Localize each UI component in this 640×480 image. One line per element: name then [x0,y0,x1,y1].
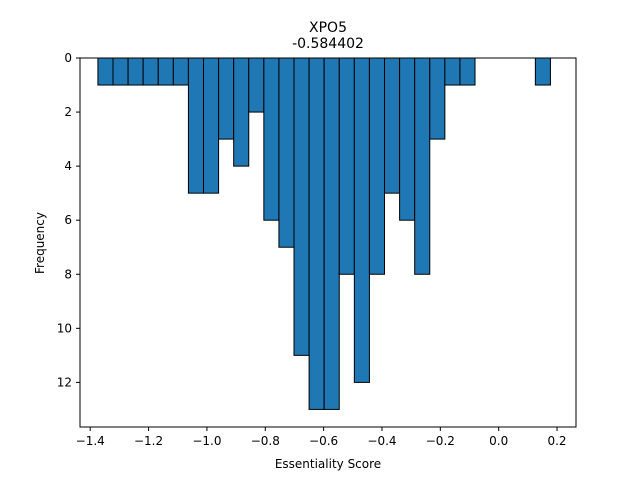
x-tick-label: 0.0 [489,434,508,448]
histogram-bar [218,57,235,140]
histogram-bar [142,57,159,86]
histogram-bar [429,57,446,140]
x-tick-label: −0.6 [309,434,338,448]
histogram-bar [399,57,416,221]
histogram-bar [384,57,401,194]
x-axis-ticks: −1.4 −1.2 −1.0 −0.8 −0.6 −0.4 −0.2 0.0 0.2 [76,427,567,448]
histogram-bar [233,57,250,167]
x-tick-label: −0.2 [426,434,455,448]
histogram-bar [112,57,129,86]
histogram-bar [293,57,310,356]
x-tick-label: −1.2 [134,434,163,448]
x-tick-label: −1.0 [192,434,221,448]
y-tick-label: 8 [64,267,72,281]
x-axis-label: Essentiality Score [275,457,381,471]
x-tick-label: −0.4 [367,434,396,448]
y-tick-label: 12 [57,375,72,389]
y-tick-label: 2 [64,105,72,119]
y-tick-label: 10 [57,321,72,335]
chart-subtitle: -0.584402 [292,36,364,52]
x-tick-label: 0.2 [547,434,566,448]
histogram-bar [338,57,355,275]
histogram-bar [368,57,386,275]
plot-frame [79,57,577,428]
y-tick-label: 0 [64,51,72,65]
histogram-bar [353,57,370,383]
bars-group [97,57,551,410]
chart-title: XPO5 [309,20,347,36]
histogram-bar [323,57,340,410]
histogram-bar [187,57,205,194]
histogram-bar [203,57,220,194]
histogram-bar [459,57,476,86]
x-tick-label: −0.8 [251,434,280,448]
histogram-bar [534,57,551,86]
histogram-bar [97,57,114,86]
histogram-bar [172,57,189,86]
y-axis-label: Frequency [33,212,47,274]
y-axis-ticks: 0 2 4 6 8 10 12 [57,51,80,389]
histogram-bar [308,57,325,410]
histogram-bar [248,57,265,113]
histogram-bar [157,57,174,86]
histogram-bar [263,57,280,221]
y-tick-label: 4 [64,159,72,173]
histogram-bar [278,57,295,248]
histogram-bar [414,57,431,275]
histogram-bar [127,57,144,86]
histogram-bar [444,57,461,86]
y-tick-label: 6 [64,213,72,227]
x-tick-label: −1.4 [76,434,105,448]
